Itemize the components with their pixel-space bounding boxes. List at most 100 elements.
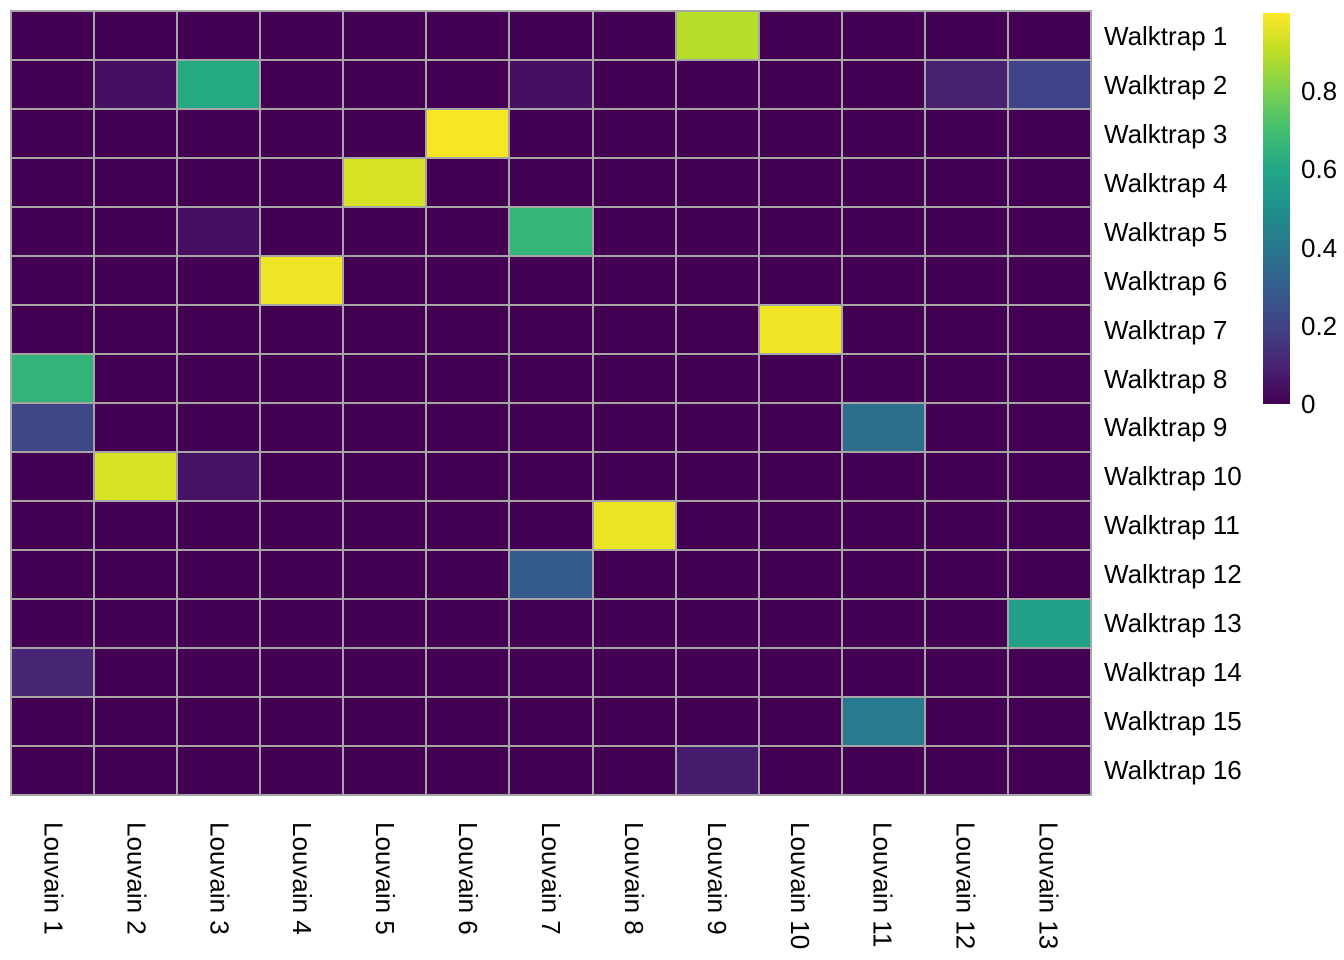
heatmap-cell-r7-c8 (593, 306, 675, 353)
y-axis-label-7: Walktrap 7 (1104, 314, 1228, 345)
y-axis-label-15: Walktrap 15 (1104, 705, 1242, 736)
heatmap-cell-r1-c6 (427, 12, 509, 59)
heatmap-cell-r8-c13 (1008, 355, 1090, 402)
x-axis-label-text: Louvain 9 (701, 822, 732, 935)
heatmap-cell-r7-c12 (925, 306, 1007, 353)
heatmap-cell-r16-c5 (344, 747, 426, 794)
heatmap-cell-r7-c6 (427, 306, 509, 353)
heatmap-cell-r4-c5 (344, 159, 426, 206)
y-axis-labels: Walktrap 1 Walktrap 2 Walktrap 3 Walktrap 4… (1104, 12, 1274, 794)
heatmap-cell-r5-c3 (178, 208, 260, 255)
heatmap-cell-r3-c6 (427, 110, 509, 157)
heatmap-cell-r1-c7 (510, 12, 592, 59)
heatmap-cell-r5-c13 (1008, 208, 1090, 255)
heatmap-cell-r6-c12 (925, 257, 1007, 304)
heatmap-cell-r4-c9 (676, 159, 758, 206)
x-axis-label-text: Louvain 10 (784, 822, 815, 950)
heatmap-cell-r4-c3 (178, 159, 260, 206)
x-axis-label-11: Louvain 11 (841, 822, 924, 952)
heatmap-cell-r10-c13 (1008, 453, 1090, 500)
heatmap-cell-r9-c8 (593, 404, 675, 451)
heatmap-cell-r15-c1 (12, 698, 94, 745)
heatmap-cell-r6-c1 (12, 257, 94, 304)
heatmap-cell-r10-c5 (344, 453, 426, 500)
heatmap-cell-r14-c3 (178, 649, 260, 696)
heatmap-cell-r2-c6 (427, 61, 509, 108)
heatmap-cell-r12-c13 (1008, 551, 1090, 598)
heatmap-cell-r8-c10 (759, 355, 841, 402)
heatmap-cell-r13-c4 (261, 600, 343, 647)
heatmap-cell-r7-c9 (676, 306, 758, 353)
heatmap-cell-r5-c10 (759, 208, 841, 255)
heatmap-cell-r15-c13 (1008, 698, 1090, 745)
heatmap-cell-r4-c8 (593, 159, 675, 206)
heatmap-cell-r3-c8 (593, 110, 675, 157)
heatmap-cell-r8-c3 (178, 355, 260, 402)
colorbar-tick-0.8: 0.8 (1301, 76, 1338, 107)
heatmap-cell-r4-c2 (95, 159, 177, 206)
heatmap-cell-r15-c4 (261, 698, 343, 745)
heatmap-cell-r1-c1 (12, 12, 94, 59)
heatmap-cell-r14-c11 (842, 649, 924, 696)
heatmap-cell-r3-c12 (925, 110, 1007, 157)
heatmap-cell-r15-c3 (178, 698, 260, 745)
heatmap-cell-r7-c3 (178, 306, 260, 353)
heatmap-cell-r1-c3 (178, 12, 260, 59)
heatmap-cell-r7-c13 (1008, 306, 1090, 353)
heatmap-cell-r6-c13 (1008, 257, 1090, 304)
heatmap-cell-r2-c8 (593, 61, 675, 108)
heatmap-cell-r16-c8 (593, 747, 675, 794)
heatmap-cell-r11-c9 (676, 502, 758, 549)
heatmap-cell-r4-c13 (1008, 159, 1090, 206)
heatmap-cell-r11-c2 (95, 502, 177, 549)
heatmap-cell-r7-c10 (759, 306, 841, 353)
heatmap-cell-r3-c4 (261, 110, 343, 157)
y-axis-label-16: Walktrap 16 (1104, 754, 1242, 785)
heatmap-cell-r11-c11 (842, 502, 924, 549)
heatmap-cell-r8-c8 (593, 355, 675, 402)
heatmap-cell-r8-c2 (95, 355, 177, 402)
heatmap-cell-r15-c10 (759, 698, 841, 745)
y-axis-label-11: Walktrap 11 (1104, 510, 1240, 541)
heatmap-cell-r15-c9 (676, 698, 758, 745)
y-axis-label-12: Walktrap 12 (1104, 559, 1242, 590)
heatmap-cell-r2-c12 (925, 61, 1007, 108)
heatmap-cell-r14-c13 (1008, 649, 1090, 696)
heatmap-cell-r12-c8 (593, 551, 675, 598)
heatmap-cell-r3-c3 (178, 110, 260, 157)
x-axis-label-text: Louvain 1 (38, 822, 69, 935)
heatmap-cell-r2-c5 (344, 61, 426, 108)
heatmap-cell-r10-c1 (12, 453, 94, 500)
heatmap-cell-r7-c5 (344, 306, 426, 353)
heatmap-cell-r16-c13 (1008, 747, 1090, 794)
heatmap-cell-r3-c5 (344, 110, 426, 157)
heatmap-cell-r1-c2 (95, 12, 177, 59)
x-axis-label-2: Louvain 2 (95, 822, 178, 952)
heatmap-cell-r14-c12 (925, 649, 1007, 696)
heatmap-cell-r16-c4 (261, 747, 343, 794)
heatmap-cell-r3-c9 (676, 110, 758, 157)
heatmap-cell-r16-c6 (427, 747, 509, 794)
heatmap-cell-r13-c3 (178, 600, 260, 647)
heatmap-cell-r2-c13 (1008, 61, 1090, 108)
heatmap-cell-r7-c2 (95, 306, 177, 353)
x-axis-label-text: Louvain 12 (950, 822, 981, 950)
heatmap-cell-r10-c12 (925, 453, 1007, 500)
heatmap-cell-r16-c2 (95, 747, 177, 794)
heatmap-cell-r9-c12 (925, 404, 1007, 451)
heatmap-cell-r14-c4 (261, 649, 343, 696)
x-axis-label-5: Louvain 5 (344, 822, 427, 952)
x-axis-label-text: Louvain 8 (618, 822, 649, 935)
colorbar-tick-0: 0 (1301, 389, 1316, 419)
heatmap-cell-r9-c11 (842, 404, 924, 451)
heatmap-cell-r8-c1 (12, 355, 94, 402)
heatmap-cell-r1-c8 (593, 12, 675, 59)
heatmap-cell-r12-c7 (510, 551, 592, 598)
colorbar-tick-0.6: 0.6 (1301, 154, 1338, 185)
heatmap-cell-r9-c7 (510, 404, 592, 451)
heatmap-cell-r3-c13 (1008, 110, 1090, 157)
heatmap-cell-r3-c10 (759, 110, 841, 157)
heatmap-cell-r5-c4 (261, 208, 343, 255)
heatmap-cell-r14-c6 (427, 649, 509, 696)
x-axis-labels: Louvain 1 Louvain 2 Louvain 3 Louvain 4 Louv… (12, 822, 1090, 952)
